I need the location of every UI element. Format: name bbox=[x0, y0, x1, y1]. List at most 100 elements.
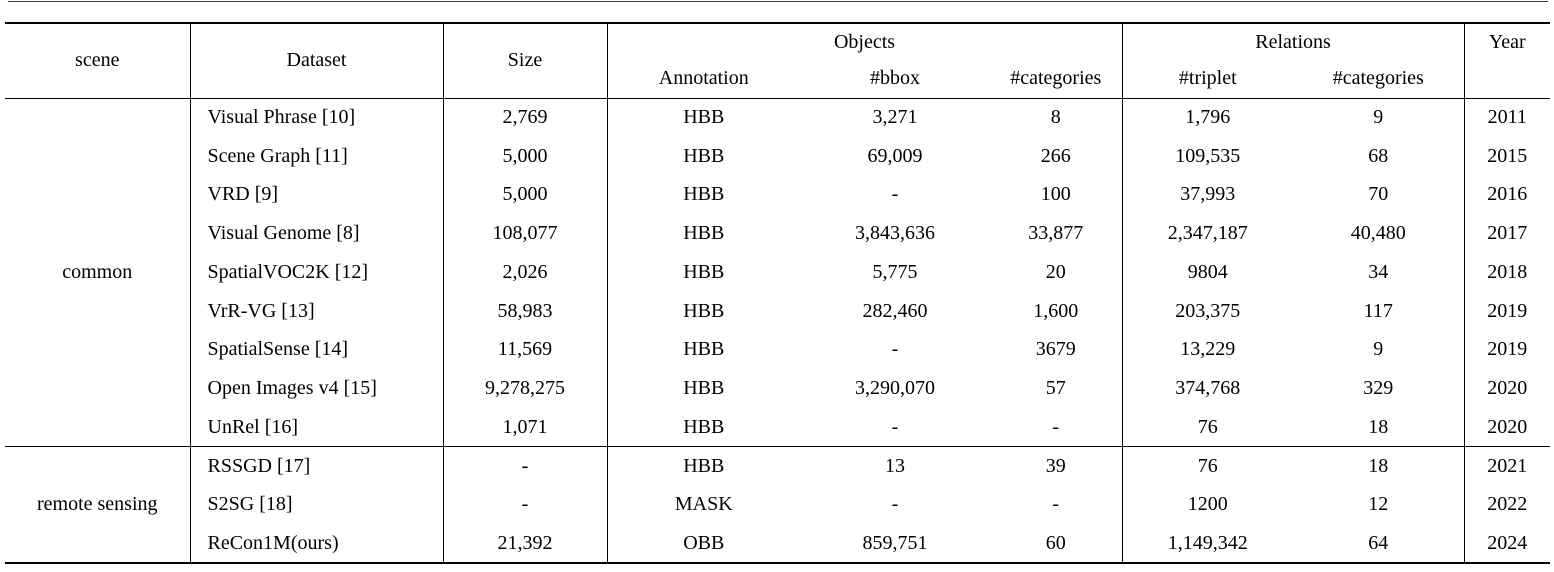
bbox-cell: 3,271 bbox=[872, 106, 918, 129]
year-cell: 2020 bbox=[1487, 377, 1528, 400]
year-cell: 2019 bbox=[1487, 299, 1528, 322]
obj-categories-cell: - bbox=[990, 485, 1123, 525]
dataset-cell: SpatialVOC2K [12] bbox=[190, 253, 444, 292]
rel-categories-cell: 34 bbox=[1293, 253, 1465, 292]
triplet-cell: 2,347,187 bbox=[1167, 222, 1248, 245]
annotation-cell: HBB bbox=[683, 377, 725, 400]
table-row: Open Images v4 [15] 9,278,275 HBB 3,290,… bbox=[5, 369, 1550, 408]
header-bbox: #bbox bbox=[800, 60, 990, 99]
triplet-cell: 1,796 bbox=[1185, 106, 1231, 129]
header-scene: scene bbox=[5, 23, 191, 99]
annotation-cell: HBB bbox=[683, 260, 725, 283]
annotation-cell: HBB bbox=[683, 183, 725, 206]
bbox-cell: - bbox=[891, 338, 899, 361]
annotation-cell: HBB bbox=[683, 415, 725, 438]
obj-categories-cell: 33,877 bbox=[990, 214, 1123, 253]
header-year: Year bbox=[1464, 23, 1551, 99]
year-cell: 2011 bbox=[1487, 106, 1527, 129]
table-row: UnRel [16] 1,071 HBB - - 76 18 2020 bbox=[5, 408, 1550, 447]
table-row: ReCon1M(ours) 21,392 OBB 859,751 60 1,14… bbox=[5, 524, 1550, 563]
section-common: common Visual Phrase [10] 2,769 HBB 3,27… bbox=[5, 98, 1550, 447]
table-row: Visual Genome [8] 108,077 HBB 3,843,636 … bbox=[5, 214, 1550, 253]
size-cell: - bbox=[443, 446, 608, 486]
size-cell: 9,278,275 bbox=[443, 369, 608, 408]
triplet-cell: 1,149,342 bbox=[1167, 531, 1248, 554]
year-cell: 2018 bbox=[1487, 260, 1528, 283]
triplet-cell: 203,375 bbox=[1175, 299, 1241, 322]
dataset-cell: Visual Phrase [10] bbox=[190, 98, 444, 137]
header-size: Size bbox=[443, 23, 608, 99]
table-row: Scene Graph [11] 5,000 HBB 69,009 266 10… bbox=[5, 136, 1550, 176]
rel-categories-cell: 12 bbox=[1293, 485, 1465, 525]
bbox-cell: 282,460 bbox=[862, 299, 928, 322]
rel-categories-cell: 9 bbox=[1293, 330, 1465, 370]
table-row: S2SG [18] - MASK - - 1200 12 2022 bbox=[5, 485, 1550, 525]
year-cell: 2020 bbox=[1487, 415, 1528, 438]
page-top-rule bbox=[8, 1, 1548, 2]
table-row: SpatialSense [14] 11,569 HBB - 3679 13,2… bbox=[5, 330, 1550, 370]
obj-categories-cell: 39 bbox=[990, 446, 1123, 486]
rel-categories-cell: 18 bbox=[1293, 446, 1465, 486]
dataset-cell: Scene Graph [11] bbox=[190, 136, 444, 176]
rel-categories-cell: 64 bbox=[1293, 524, 1465, 563]
bbox-cell: 5,775 bbox=[872, 260, 918, 283]
size-cell: 108,077 bbox=[443, 214, 608, 253]
year-cell: 2024 bbox=[1487, 531, 1528, 554]
dataset-cell: S2SG [18] bbox=[190, 485, 444, 525]
triplet-cell: 13,229 bbox=[1180, 338, 1236, 361]
annotation-cell: HBB bbox=[683, 222, 725, 245]
rel-categories-cell: 68 bbox=[1293, 136, 1465, 176]
bbox-cell: 3,290,070 bbox=[855, 377, 935, 400]
size-cell: 5,000 bbox=[443, 175, 608, 215]
rel-categories-cell: 9 bbox=[1293, 98, 1465, 137]
obj-categories-cell: 266 bbox=[990, 136, 1123, 176]
dataset-comparison-table: scene Dataset Size Objects Relations Yea… bbox=[5, 22, 1551, 564]
year-cell: 2022 bbox=[1487, 493, 1528, 516]
triplet-cell: 1200 bbox=[1187, 493, 1228, 516]
dataset-cell: RSSGD [17] bbox=[190, 446, 444, 486]
rel-categories-cell: 117 bbox=[1293, 291, 1465, 331]
year-cell: 2019 bbox=[1487, 338, 1528, 361]
dataset-cell: Visual Genome [8] bbox=[190, 214, 444, 253]
size-cell: 21,392 bbox=[443, 524, 608, 563]
bbox-cell: - bbox=[891, 493, 899, 516]
bbox-cell: 13 bbox=[800, 446, 990, 486]
rel-categories-cell: 18 bbox=[1293, 408, 1465, 447]
header-rel-categories: #categories bbox=[1293, 60, 1465, 99]
size-cell: 5,000 bbox=[443, 136, 608, 176]
header-sub-row: Annotation #bbox #categories #triplet #c… bbox=[5, 60, 1550, 99]
triplet-cell: 9804 bbox=[1187, 260, 1228, 283]
triplet-cell: 76 bbox=[1197, 415, 1218, 438]
table-row: VRD [9] 5,000 HBB - 100 37,993 70 2016 bbox=[5, 175, 1550, 215]
annotation-cell: HBB bbox=[683, 106, 725, 129]
obj-categories-cell: 20 bbox=[990, 253, 1123, 292]
bbox-cell: - bbox=[891, 415, 899, 438]
section-remote-sensing: remote sensing RSSGD [17] - HBB 13 39 76… bbox=[5, 446, 1551, 563]
dataset-cell: ReCon1M(ours) bbox=[190, 524, 444, 563]
size-cell: 2,026 bbox=[443, 253, 608, 292]
triplet-cell: 76 bbox=[1122, 446, 1294, 486]
header-triplet: #triplet bbox=[1122, 60, 1294, 99]
annotation-cell: HBB bbox=[607, 446, 800, 486]
obj-categories-cell: 1,600 bbox=[990, 291, 1123, 331]
obj-categories-cell: 57 bbox=[990, 369, 1123, 408]
dataset-cell: UnRel [16] bbox=[190, 408, 444, 447]
bbox-cell: - bbox=[891, 183, 899, 206]
rel-categories-cell: 70 bbox=[1293, 175, 1465, 215]
header-dataset: Dataset bbox=[190, 23, 444, 99]
header-annotation: Annotation bbox=[607, 60, 800, 99]
scene-cell: remote sensing bbox=[5, 446, 191, 563]
annotation-cell: OBB bbox=[683, 531, 725, 554]
size-cell: 1,071 bbox=[443, 408, 608, 447]
bbox-cell: 3,843,636 bbox=[855, 222, 935, 245]
bbox-cell: 69,009 bbox=[867, 144, 923, 167]
size-cell: 11,569 bbox=[443, 330, 608, 370]
size-cell: 2,769 bbox=[443, 98, 608, 137]
header-relations-group: Relations bbox=[1122, 23, 1465, 60]
year-cell: 2015 bbox=[1487, 144, 1528, 167]
header-obj-categories: #categories bbox=[990, 60, 1123, 99]
obj-categories-cell: 100 bbox=[990, 175, 1123, 215]
triplet-cell: 374,768 bbox=[1175, 377, 1241, 400]
obj-categories-cell: - bbox=[990, 408, 1123, 447]
year-cell: 2021 bbox=[1464, 446, 1551, 486]
